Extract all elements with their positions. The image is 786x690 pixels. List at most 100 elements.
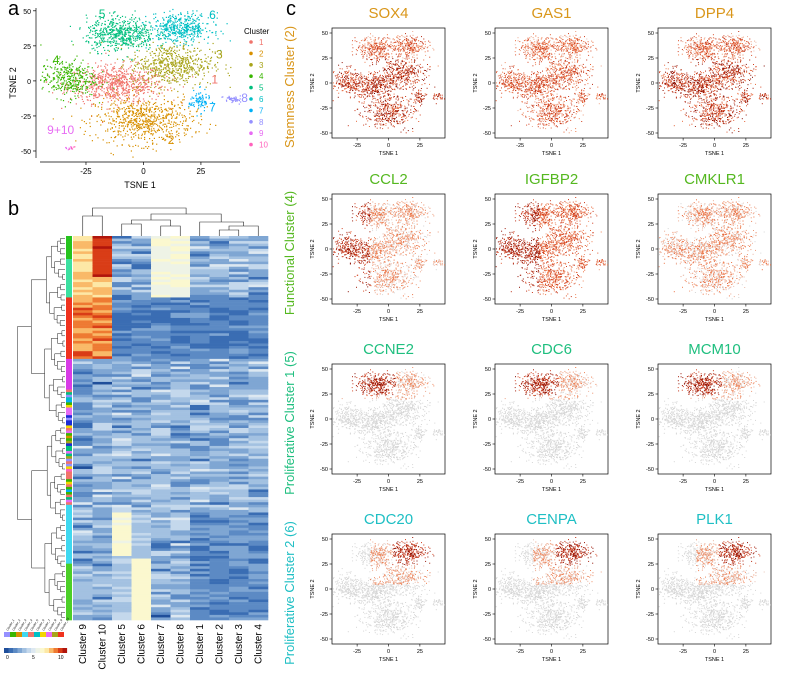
heatmap-cell: [209, 443, 230, 447]
point: [79, 65, 81, 67]
heatmap-cell: [190, 440, 210, 444]
cluster-2-points: [52, 86, 217, 158]
point: [101, 108, 103, 110]
point: [191, 66, 193, 68]
point: [158, 113, 160, 116]
point: [108, 93, 110, 95]
point: [100, 65, 102, 67]
point: [130, 136, 132, 138]
heatmap-cell: [209, 376, 230, 380]
point: [167, 27, 169, 29]
point: [178, 28, 180, 31]
point: [182, 122, 184, 124]
point: [87, 99, 89, 101]
heatmap-cell: [229, 374, 249, 378]
point: [71, 74, 73, 76]
heatmap-cell: [131, 504, 152, 508]
point: [197, 28, 200, 31]
point: [170, 137, 172, 139]
point: [176, 46, 178, 48]
point: [67, 86, 69, 88]
heatmap-cell: [209, 300, 230, 303]
heatmap-cell: [229, 471, 249, 475]
point: [152, 38, 154, 40]
heatmap-cell: [92, 389, 113, 393]
heatmap-cell: [73, 430, 93, 434]
point: [127, 38, 130, 40]
point: [142, 119, 144, 121]
point: [215, 66, 217, 68]
point: [179, 73, 181, 75]
heatmap-cell: [170, 502, 191, 506]
heatmap-cell: [229, 433, 249, 436]
point: [204, 60, 207, 62]
point: [199, 30, 201, 32]
point: [187, 128, 189, 130]
point: [115, 92, 117, 94]
point: [171, 39, 173, 41]
heatmap-cell: [248, 338, 269, 342]
point: [190, 104, 192, 106]
point: [124, 110, 126, 112]
point: [173, 63, 175, 65]
heatmap-cell: [190, 346, 210, 349]
point: [180, 63, 182, 65]
point: [171, 61, 173, 63]
heatmap-cell: [209, 253, 230, 257]
point: [138, 110, 140, 112]
point: [66, 70, 68, 72]
heatmap-cell: [229, 579, 249, 582]
heatmap-cell: [112, 330, 132, 334]
point: [96, 77, 98, 79]
point: [187, 28, 189, 30]
heatmap-cell: [209, 310, 230, 314]
heatmap-cell: [209, 330, 230, 334]
heatmap-cell: [92, 458, 113, 462]
point: [103, 27, 105, 29]
heatmap-cell: [209, 566, 230, 570]
heatmap-cell: [170, 397, 191, 401]
heatmap-cell: [248, 596, 269, 600]
heatmap-cell: [209, 471, 230, 475]
point: [95, 24, 97, 26]
heatmap-cell: [112, 453, 132, 457]
point: [76, 78, 78, 80]
point: [130, 41, 132, 43]
point: [229, 97, 231, 100]
point: [130, 81, 132, 83]
heatmap-cell: [131, 489, 152, 493]
point: [97, 53, 99, 55]
heatmap-cell: [73, 266, 93, 270]
point: [125, 76, 127, 78]
point: [128, 111, 130, 114]
heatmap-cell: [170, 335, 191, 339]
point: [140, 90, 142, 92]
point: [226, 97, 228, 99]
point: [128, 43, 130, 45]
point: [119, 29, 121, 31]
point: [123, 121, 125, 123]
heatmap-cell: [73, 527, 93, 531]
heatmap-cell: [209, 589, 230, 593]
heatmap-cell: [73, 289, 93, 293]
point: [214, 65, 216, 67]
point: [113, 29, 115, 32]
point: [123, 28, 125, 30]
point: [163, 67, 165, 69]
heatmap-cell: [131, 435, 152, 439]
point: [91, 77, 93, 79]
heatmap-cell: [131, 512, 152, 516]
heatmap-cell: [209, 248, 230, 252]
heatmap-cell: [209, 343, 230, 347]
heatmap-cell: [151, 522, 171, 526]
point: [157, 31, 159, 33]
heatmap-cell: [170, 246, 191, 250]
point: [110, 35, 112, 38]
point: [165, 130, 167, 132]
heatmap-cell: [248, 430, 269, 434]
point: [134, 108, 136, 110]
heatmap-cell: [131, 509, 152, 513]
point: [165, 36, 167, 38]
point: [112, 97, 114, 99]
point: [98, 88, 100, 90]
